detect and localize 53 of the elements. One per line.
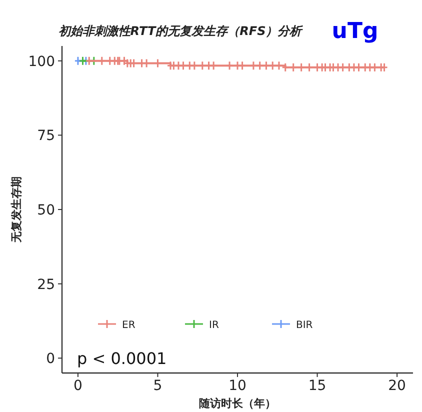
point [366,62,374,72]
point [205,60,213,70]
point [290,62,298,72]
point [318,62,326,72]
x-axis-title: 随访时长（年） [199,397,276,410]
point [198,60,206,70]
point [314,62,322,72]
point [186,60,194,70]
point [238,60,246,70]
legend-label: ER [122,320,136,331]
x-tick-label: 0 [73,378,82,394]
point [250,60,258,70]
y-axis-title: 无复发生存期 [10,176,23,244]
point [377,62,385,72]
y-tick-label: 50 [37,202,55,218]
y-tick-label: 75 [37,128,55,144]
x-tick-label: 10 [228,378,246,394]
point [226,60,234,70]
point [345,62,353,72]
y-tick-label: 0 [46,351,55,368]
point [282,62,290,72]
point [355,62,363,72]
point [306,62,314,72]
x-tick-label: 20 [388,378,406,394]
point [106,56,114,66]
point [262,60,270,70]
y-tick-label: 25 [37,276,55,293]
point [190,60,198,70]
x-tick-label: 5 [153,378,162,394]
legend-label: IR [209,320,219,331]
point [268,60,276,70]
point [326,62,334,72]
point [350,62,358,72]
point [298,62,306,72]
point [339,62,347,72]
point [234,60,242,70]
point [98,56,106,66]
point [275,60,283,70]
point [322,62,329,72]
point [180,60,188,70]
x-tick-label: 15 [308,378,326,394]
y-tick-label: 100 [28,54,55,70]
point [256,60,264,70]
point [120,56,128,66]
legend-label: BIR [296,320,313,331]
point [370,62,378,72]
point [174,60,182,70]
point [210,60,218,70]
annotation: p < 0.0001 [77,349,167,368]
chart-title: 初始非刺激性RTT的无复发生存（RFS）分析 [58,24,304,38]
chart-subtitle: uTg [332,19,378,44]
point [361,62,369,72]
point [334,62,342,72]
